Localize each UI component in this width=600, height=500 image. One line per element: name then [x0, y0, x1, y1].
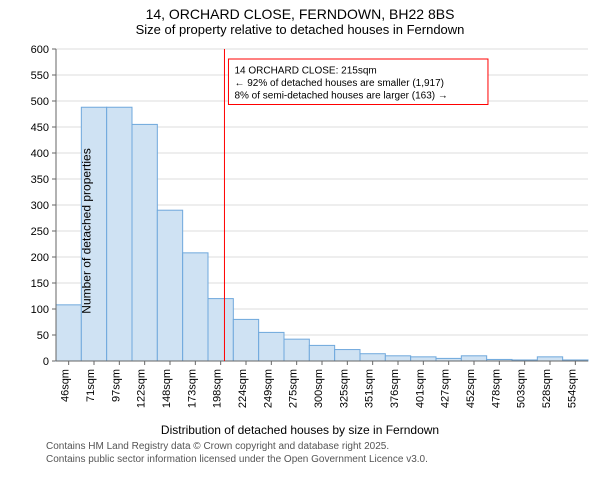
x-tick-label: 46sqm — [60, 369, 72, 402]
x-tick-label: 122sqm — [136, 369, 148, 408]
histogram-bar — [183, 253, 208, 361]
x-tick-label: 478sqm — [490, 369, 502, 408]
x-axis-label: Distribution of detached houses by size … — [0, 421, 600, 437]
histogram-bar — [259, 332, 284, 361]
attribution-footer: Contains HM Land Registry data © Crown c… — [0, 437, 600, 466]
footer-line-2: Contains public sector information licen… — [46, 454, 594, 467]
histogram-bar — [56, 305, 81, 361]
callout-line: 8% of semi-detached houses are larger (1… — [234, 91, 447, 102]
x-tick-label: 198sqm — [212, 369, 224, 408]
svg-text:400: 400 — [31, 148, 49, 160]
histogram-bar — [132, 124, 157, 361]
histogram-bar — [411, 357, 436, 361]
page-title: 14, ORCHARD CLOSE, FERNDOWN, BH22 8BS — [0, 0, 600, 22]
svg-text:300: 300 — [31, 200, 49, 212]
histogram-bar — [385, 356, 410, 361]
x-tick-label: 401sqm — [414, 369, 426, 408]
histogram-bar — [233, 319, 258, 361]
histogram-bar — [461, 356, 486, 361]
x-tick-label: 148sqm — [161, 369, 173, 408]
histogram-bar — [284, 339, 309, 361]
x-tick-label: 224sqm — [237, 369, 249, 408]
x-tick-label: 528sqm — [541, 369, 553, 408]
svg-text:350: 350 — [31, 174, 49, 186]
x-tick-label: 351sqm — [364, 369, 376, 408]
footer-line-1: Contains HM Land Registry data © Crown c… — [46, 441, 594, 454]
x-tick-label: 71sqm — [85, 369, 97, 402]
svg-text:550: 550 — [31, 70, 49, 82]
page-subtitle: Size of property relative to detached ho… — [0, 22, 600, 41]
histogram-bar — [208, 299, 233, 361]
x-tick-label: 249sqm — [262, 369, 274, 408]
x-tick-label: 275sqm — [288, 369, 300, 408]
x-tick-label: 554sqm — [566, 369, 578, 408]
svg-text:150: 150 — [31, 278, 49, 290]
svg-text:0: 0 — [43, 356, 49, 368]
svg-text:600: 600 — [31, 44, 49, 56]
svg-text:50: 50 — [37, 330, 49, 342]
x-tick-label: 173sqm — [186, 369, 198, 408]
chart-container: Number of detached properties 0 50 100 150 2… — [0, 41, 600, 421]
histogram-bar — [360, 354, 385, 361]
svg-text:450: 450 — [31, 122, 49, 134]
callout-line: 14 ORCHARD CLOSE: 215sqm — [234, 66, 376, 77]
x-tick-label: 452sqm — [465, 369, 477, 408]
histogram-bar — [335, 350, 360, 361]
y-axis-label: Number of detached properties — [80, 148, 94, 313]
histogram-bar — [309, 345, 334, 361]
histogram-bar — [537, 357, 562, 361]
x-tick-label: 427sqm — [440, 369, 452, 408]
x-tick-label: 300sqm — [313, 369, 325, 408]
x-tick-label: 503sqm — [516, 369, 528, 408]
histogram-bar — [107, 107, 132, 361]
svg-text:100: 100 — [31, 304, 49, 316]
x-tick-label: 325sqm — [338, 369, 350, 408]
svg-text:250: 250 — [31, 226, 49, 238]
svg-text:500: 500 — [31, 96, 49, 108]
histogram-bar — [157, 210, 182, 361]
svg-text:200: 200 — [31, 252, 49, 264]
x-tick-label: 376sqm — [389, 369, 401, 408]
callout-line: ← 92% of detached houses are smaller (1,… — [234, 78, 444, 89]
x-tick-label: 97sqm — [110, 369, 122, 402]
